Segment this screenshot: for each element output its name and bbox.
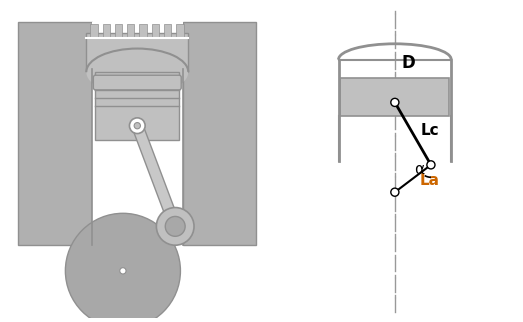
Circle shape [165,216,185,236]
Circle shape [134,123,140,129]
Bar [92,23,183,245]
Circle shape [129,118,145,134]
FancyBboxPatch shape [94,75,181,90]
Circle shape [427,161,435,169]
Bar [183,23,256,245]
Circle shape [391,188,399,196]
Bar [139,24,146,38]
Text: Lc: Lc [421,123,439,138]
Ellipse shape [86,49,188,96]
Bar [340,78,449,116]
Bar [127,24,134,38]
Bar [86,33,188,72]
Bar [90,24,98,38]
Circle shape [120,268,126,274]
Text: D: D [402,54,415,72]
Bar [164,24,172,38]
Bar [18,23,92,245]
Bar [152,24,159,38]
Text: La: La [419,173,440,188]
Circle shape [391,98,399,107]
Circle shape [65,213,180,322]
Bar [176,24,184,38]
Bar [115,24,122,38]
Text: α: α [415,162,425,177]
Circle shape [156,208,194,245]
Bar [103,24,110,38]
Bar [96,72,179,140]
